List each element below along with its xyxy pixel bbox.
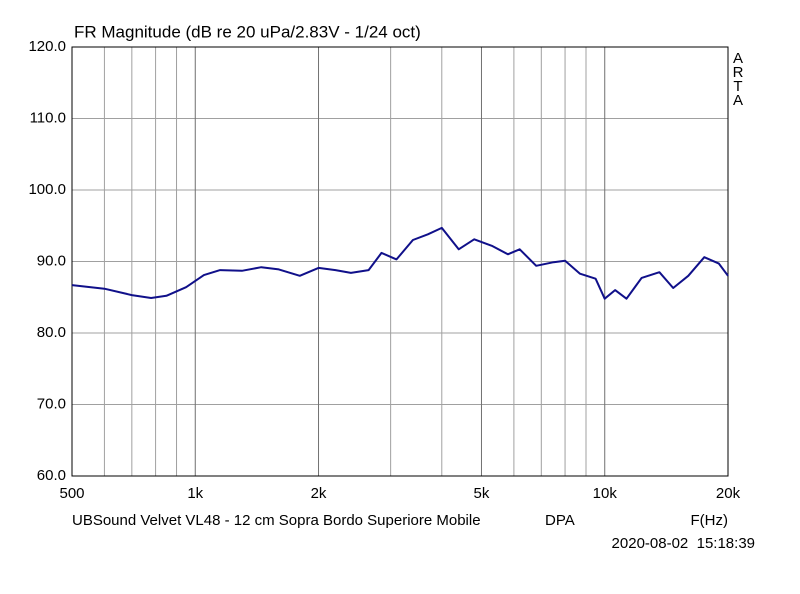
x-tick-label: 5k bbox=[474, 485, 490, 502]
caption: UBSound Velvet VL48 - 12 cm Sopra Bordo … bbox=[72, 512, 481, 529]
y-tick-label: 110.0 bbox=[30, 109, 66, 126]
mode-label: DPA bbox=[545, 512, 575, 529]
plot-frame bbox=[71, 46, 729, 477]
timestamp: 2020-08-02 15:18:39 bbox=[612, 535, 755, 552]
x-tick-label: 2k bbox=[311, 485, 327, 502]
x-axis-label: F(Hz) bbox=[691, 512, 729, 529]
y-tick-label: 80.0 bbox=[37, 324, 66, 341]
x-tick-label: 20k bbox=[716, 485, 741, 502]
x-tick-label: 500 bbox=[59, 485, 84, 502]
y-tick-label: 100.0 bbox=[28, 181, 66, 198]
data-line bbox=[71, 226, 729, 300]
watermark: ARTA bbox=[730, 50, 747, 106]
y-tick-label: 120.0 bbox=[28, 38, 66, 55]
chart-title: FR Magnitude (dB re 20 uPa/2.83V - 1/24 … bbox=[74, 22, 421, 41]
x-tick-label: 10k bbox=[593, 485, 618, 502]
y-tick-label: 60.0 bbox=[37, 467, 66, 484]
x-tick-label: 1k bbox=[187, 485, 203, 502]
y-tick-label: 90.0 bbox=[37, 252, 66, 269]
y-tick-label: 70.0 bbox=[37, 395, 66, 412]
